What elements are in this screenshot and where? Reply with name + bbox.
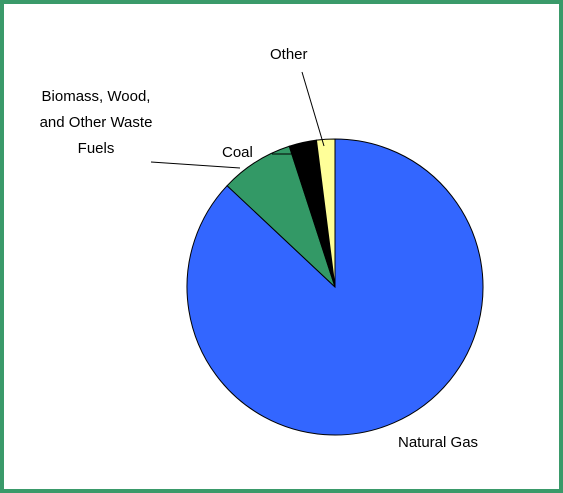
- slice-label: Natural Gas: [398, 434, 479, 451]
- chart: [150, 71, 484, 436]
- slice-label: Biomass, Wood, and Other Waste Fuels: [39, 88, 153, 157]
- leader-line: [301, 71, 325, 147]
- pie-slice: [315, 138, 336, 288]
- leader-line: [272, 153, 301, 165]
- slice-label: Other: [270, 46, 308, 63]
- leader-line: [150, 161, 241, 169]
- slice-label: Coal: [222, 144, 253, 161]
